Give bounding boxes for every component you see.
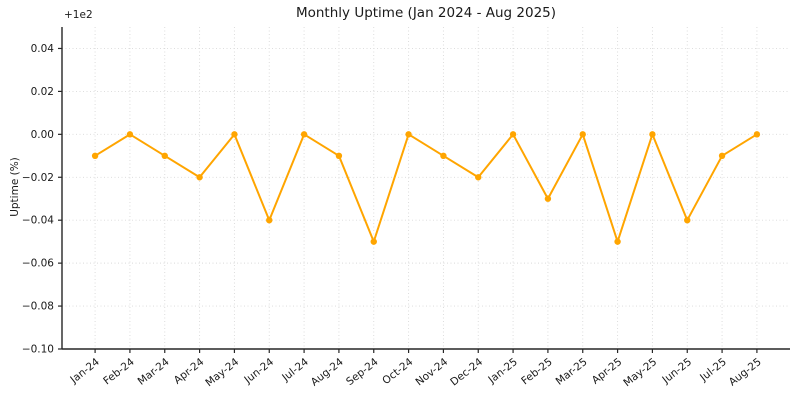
x-tick-label: Jul-25: [697, 356, 729, 384]
x-tick-label: Mar-25: [554, 356, 590, 388]
data-point-marker: [544, 195, 552, 202]
y-tick-label: −0.08: [22, 301, 54, 313]
y-tick-label: −0.04: [22, 215, 54, 227]
data-point-marker: [753, 131, 761, 138]
y-tick-label: 0.00: [31, 129, 54, 141]
x-tick-label: Feb-24: [101, 356, 137, 388]
data-point-marker: [579, 131, 586, 138]
data-point-marker: [684, 217, 691, 224]
data-point-marker: [126, 131, 134, 138]
data-point-marker: [91, 152, 99, 159]
x-tick-label: May-25: [621, 356, 659, 389]
y-tick-label: −0.06: [22, 258, 54, 270]
x-tick-label: Jan-24: [67, 356, 102, 387]
x-tick-label: May-24: [203, 356, 241, 389]
x-tick-label: Mar-24: [136, 356, 172, 388]
x-tick-label: Jul-24: [279, 356, 311, 385]
y-tick-label: −0.02: [22, 172, 54, 184]
x-tick-label: Oct-24: [380, 356, 415, 387]
y-tick-label: 0.04: [31, 43, 55, 55]
data-point-marker: [266, 217, 273, 224]
data-point-marker: [614, 238, 621, 245]
data-point-marker: [440, 152, 447, 159]
x-tick-label: Apr-24: [172, 356, 207, 387]
y-tick-label: −0.10: [22, 344, 54, 356]
x-tick-label: Apr-25: [590, 356, 625, 387]
data-point-marker: [405, 131, 412, 138]
x-tick-label: Jan-25: [485, 356, 519, 387]
x-tick-label: Sep-24: [344, 356, 381, 388]
data-point-marker: [196, 174, 203, 181]
data-point-marker: [509, 131, 517, 138]
x-tick-label: Jun-24: [241, 356, 276, 387]
y-tick-label: 0.02: [31, 86, 54, 98]
data-point-marker: [300, 131, 308, 138]
uptime-data-line: [94, 133, 758, 243]
x-tick-label: Feb-25: [519, 356, 555, 387]
x-tick-label: Nov-24: [413, 356, 450, 389]
y-axis-offset-label: +1e2: [64, 9, 93, 21]
x-tick-label: Aug-25: [727, 356, 764, 389]
data-point-marker: [475, 174, 482, 181]
x-tick-label: Aug-24: [309, 356, 346, 389]
x-tick-label: Dec-24: [448, 356, 485, 389]
data-point-marker: [161, 152, 168, 159]
chart-title: Monthly Uptime (Jan 2024 - Aug 2025): [295, 5, 557, 21]
data-point-marker: [649, 131, 656, 138]
data-point-marker: [370, 238, 377, 245]
data-point-marker: [231, 131, 238, 138]
x-tick-label: Jun-25: [659, 356, 694, 387]
data-point-marker: [718, 152, 726, 159]
data-point-marker: [335, 152, 343, 159]
